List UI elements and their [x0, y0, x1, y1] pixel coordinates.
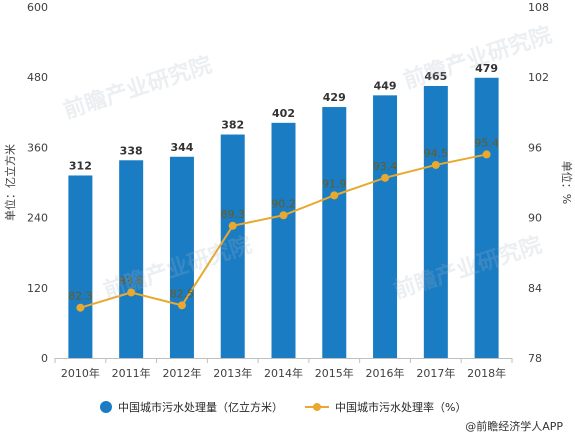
bar	[220, 134, 245, 358]
x-tick-label: 2014年	[264, 366, 303, 380]
line-value-label: 89.3	[220, 208, 245, 221]
bar-value-label: 479	[475, 62, 498, 75]
line-value-label: 91.9	[322, 177, 347, 190]
line-value-label: 95.4	[474, 136, 499, 149]
x-tick-label: 2013年	[213, 366, 252, 380]
line-point	[482, 150, 491, 159]
y-right-tick-label: 108	[528, 1, 549, 14]
legend-item-line[interactable]: 中国城市污水处理率（%）	[305, 399, 466, 415]
line-point	[279, 211, 288, 220]
y-right-tick-label: 84	[528, 282, 542, 295]
bar-value-label: 382	[221, 119, 244, 132]
bar	[423, 85, 448, 358]
bar-value-label: 344	[170, 141, 193, 154]
bar	[373, 95, 398, 359]
bar	[474, 77, 499, 358]
bar	[119, 160, 144, 358]
x-tick-label: 2016年	[366, 366, 405, 380]
line-value-label: 93.4	[373, 160, 398, 173]
y-right-tick-label: 96	[528, 141, 542, 154]
line-value-label: 90.2	[271, 197, 296, 210]
y-right-tick-label: 102	[528, 71, 549, 84]
line-point	[228, 221, 237, 230]
y-left-tick-label: 240	[27, 212, 48, 225]
bar-value-label: 338	[120, 144, 143, 157]
x-tick-label: 2011年	[112, 366, 151, 380]
y-left-tick-label: 120	[27, 282, 48, 295]
line-value-label: 83.6	[119, 274, 144, 287]
y-right-tick-label: 90	[528, 212, 542, 225]
x-tick-label: 2017年	[416, 366, 455, 380]
bar	[322, 107, 347, 358]
x-tick-label: 2018年	[467, 366, 506, 380]
y-right-tick-label: 78	[528, 352, 542, 365]
line-point	[330, 191, 339, 200]
legend-line-marker	[305, 401, 329, 413]
y-left-tick-label: 600	[27, 1, 48, 14]
bar-value-label: 402	[272, 107, 295, 120]
legend-bar-marker	[100, 401, 112, 413]
legend-item-bar[interactable]: 中国城市污水处理量（亿立方米）	[100, 399, 283, 415]
bar	[68, 175, 93, 358]
line-value-label: 94.5	[424, 147, 449, 160]
line-point	[76, 303, 85, 312]
y-left-tick-label: 480	[27, 71, 48, 84]
line-point	[127, 288, 136, 297]
legend: 中国城市污水处理量（亿立方米） 中国城市污水处理率（%）	[100, 398, 520, 416]
line-point	[431, 160, 440, 169]
x-tick-label: 2015年	[315, 366, 354, 380]
legend-bar-label: 中国城市污水处理量（亿立方米）	[118, 401, 283, 414]
x-tick-label: 2012年	[162, 366, 201, 380]
y-right-axis-title: 单位：%	[560, 161, 574, 204]
source-label: @前瞻经济学人APP	[465, 420, 563, 433]
y-left-axis-title: 单位：亿立方米	[3, 144, 17, 221]
y-left-tick-label: 360	[27, 141, 48, 154]
bar-value-label: 312	[69, 159, 92, 172]
y-left-tick-label: 0	[41, 352, 48, 365]
bar-value-label: 449	[374, 79, 397, 92]
bar-value-label: 465	[424, 70, 447, 83]
bar	[271, 122, 296, 358]
bar-value-label: 429	[323, 91, 346, 104]
bar	[169, 156, 194, 358]
line-point	[177, 301, 186, 310]
line-value-label: 82.5	[170, 287, 195, 300]
x-tick-label: 2010年	[61, 366, 100, 380]
line-point	[381, 173, 390, 182]
legend-line-label: 中国城市污水处理率（%）	[335, 401, 467, 414]
combo-chart: 0 120 240 360 480 600 单位：亿立方米 78 84 90 96 102 108 单位…	[3, 1, 574, 380]
line-value-label: 82.3	[68, 290, 93, 303]
